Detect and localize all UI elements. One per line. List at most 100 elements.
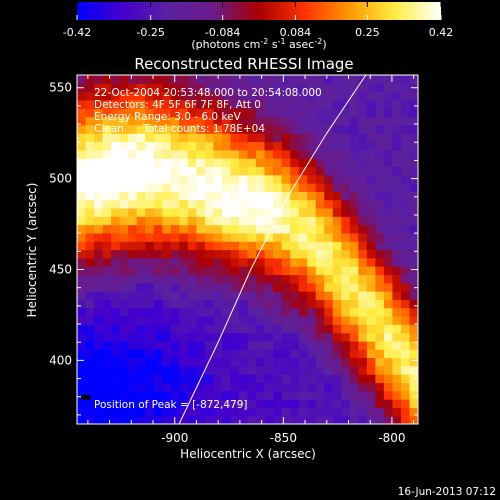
heatmap-cell [392,149,402,159]
heatmap-cell [290,216,300,226]
heatmap-cell [238,349,249,359]
heatmap-cell [358,307,368,317]
heatmap-cell [307,299,317,309]
heatmap-cell [221,332,232,342]
heatmap-cell [366,99,376,109]
heatmap-cell [281,216,291,226]
heatmap-cell [256,133,266,143]
heatmap-cell [213,374,223,384]
heatmap-cell [273,207,283,217]
heatmap-cell [349,399,359,408]
heatmap-cell [136,340,146,350]
heatmap-cell [230,324,240,334]
heatmap-cell [136,199,146,209]
heatmap-cell [366,207,376,217]
heatmap-cell [170,166,180,176]
heatmap-cell [375,241,385,251]
heatmap-cell [111,224,121,234]
heatmap-cell [341,207,351,217]
heatmap-cell [409,75,418,84]
heatmap-cell [170,241,180,251]
heatmap-cell [213,291,223,300]
heatmap-cell [307,116,317,126]
heatmap-cell [77,282,87,292]
heatmap-cell [332,99,342,109]
heatmap-cell [187,274,197,284]
plot-frame [76,74,419,425]
heatmap-cell [273,374,283,384]
heatmap-cell [400,91,411,101]
heatmap-cell [400,224,411,234]
heatmap-cell [204,174,214,184]
heatmap-cell [179,307,189,317]
heatmap-cell [230,149,240,159]
heatmap-cell [238,390,249,400]
heatmap-cell [162,315,172,325]
heatmap-cell [409,307,418,317]
heatmap-cell [136,75,146,84]
heatmap-cell [349,191,359,201]
heatmap-cell [102,257,112,267]
heatmap-cell [247,99,257,109]
heatmap-cell [409,299,418,309]
heatmap-cell [290,340,300,350]
heatmap-cell [102,390,112,400]
heatmap-cell [281,116,291,126]
heatmap-cell [136,249,146,259]
heatmap-cell [196,357,206,367]
heatmap-cell [400,257,411,267]
heatmap-cell [307,207,317,217]
heatmap-cell [307,315,317,325]
heatmap-cell [77,133,87,143]
heatmap-cell [358,91,368,101]
heatmap-cell [94,349,104,359]
heatmap-cell [162,75,172,84]
heatmap-cell [102,357,112,367]
heatmap-cell [230,282,240,292]
heatmap-cell [324,75,334,84]
heatmap-cell [324,183,334,192]
heatmap-cell [264,207,274,217]
heatmap-cell [409,291,418,300]
heatmap-cell [162,415,172,424]
heatmap-cell [256,407,266,417]
heatmap-cell [315,291,325,300]
heatmap-cell [153,216,163,226]
heatmap-cell [256,382,266,392]
heatmap-cell [315,399,325,408]
heatmap-cell [298,415,308,424]
heatmap-cell [315,75,325,84]
colorbar-strip [77,2,441,20]
heatmap-cell [366,349,376,359]
heatmap-cell [315,241,325,251]
heatmap-cell [102,199,112,209]
heatmap-cell [238,249,249,259]
heatmap-cell [119,183,129,192]
heatmap-cell [366,332,376,342]
heatmap-cell [247,291,257,300]
heatmap-cell [358,299,368,309]
heatmap-cell [85,415,95,424]
heatmap-cell [221,108,232,118]
heatmap-cell [213,282,223,292]
heatmap-cell [145,257,155,267]
heatmap-cell [221,324,232,334]
heatmap-cell [298,207,308,217]
heatmap-cell [383,108,394,118]
heatmap-cell [400,357,411,367]
heatmap-cell [375,315,385,325]
heatmap-cell [264,340,274,350]
heatmap-cell [315,349,325,359]
heatmap-cell [324,241,334,251]
heatmap-cell [102,291,112,300]
heatmap-cell [298,307,308,317]
heatmap-cell [221,199,232,209]
heatmap-cell [332,149,342,159]
heatmap-cell [145,141,155,151]
heatmap-cell [273,249,283,259]
heatmap-cell [366,315,376,325]
heatmap-cell [85,75,95,84]
heatmap-cell [187,116,197,126]
heatmap-cell [383,332,394,342]
heatmap-cell [238,75,249,84]
